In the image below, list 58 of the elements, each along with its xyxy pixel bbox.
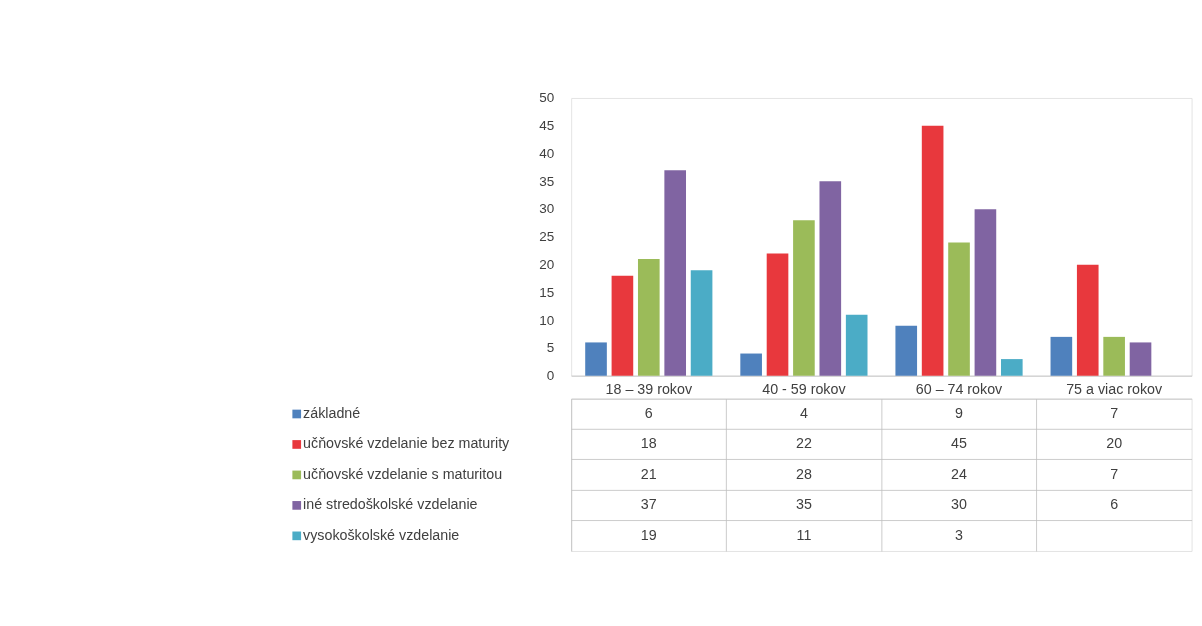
y-tick-label: 45 [539,118,555,134]
x-tick-label: 75 a viac rokov [1066,381,1163,398]
bar [740,353,762,376]
y-tick-label: 15 [539,284,555,300]
data-label: 30 [951,496,968,513]
data-label: 24 [951,465,968,482]
bar [1129,342,1152,376]
bar [845,314,868,376]
data-label: 19 [640,526,657,543]
data-label: 6 [1110,496,1119,513]
y-tick-label: 5 [546,340,555,356]
bar [1050,336,1073,376]
data-label: 35 [795,496,812,513]
data-label: 21 [640,465,657,482]
x-tick-label: 60 – 74 rokov [915,381,1004,398]
data-label: 18 [640,435,657,452]
data-label: 22 [795,435,812,452]
data-label: 37 [640,496,657,513]
y-tick-label: 50 [539,90,555,106]
bar [585,342,607,376]
data-label: 28 [795,465,812,482]
legend-label: učňovské vzdelanie bez maturity [303,435,511,452]
data-label: 3 [955,526,964,543]
y-tick-label: 10 [539,312,555,328]
x-tick-label: 18 – 39 rokov [605,381,693,398]
bar [1000,359,1023,376]
data-label: 20 [1106,435,1123,452]
legend-label: iné stredoškolské vzdelanie [303,496,478,513]
bar [664,170,687,376]
bar [793,220,815,376]
data-label: 7 [1110,465,1119,482]
bar [637,259,660,376]
bar [766,253,789,376]
bar [974,209,997,376]
bar [948,242,970,376]
y-tick-label: 20 [539,257,555,273]
bar [690,270,713,376]
x-tick-label: 40 - 59 rokov [762,381,847,398]
y-tick-label: 0 [546,368,555,384]
bar [819,181,842,376]
y-tick-label: 40 [539,145,555,161]
data-label: 7 [1110,404,1119,421]
bar [921,125,944,376]
y-tick-label: 25 [539,229,555,245]
data-label: 6 [644,404,653,421]
data-label: 9 [955,404,964,421]
data-label: 11 [796,526,812,543]
bar [895,325,918,376]
legend-label: základné [303,404,361,421]
data-label: 45 [951,435,968,452]
y-tick-label: 35 [539,173,555,189]
bar [1103,336,1125,376]
legend-label: učňovské vzdelanie s maturitou [303,465,503,482]
bar [1076,264,1099,376]
legend-label: vysokoškolské vzdelanie [303,526,460,543]
bar [611,275,634,376]
y-tick-label: 30 [539,201,555,217]
data-label: 4 [799,404,808,421]
